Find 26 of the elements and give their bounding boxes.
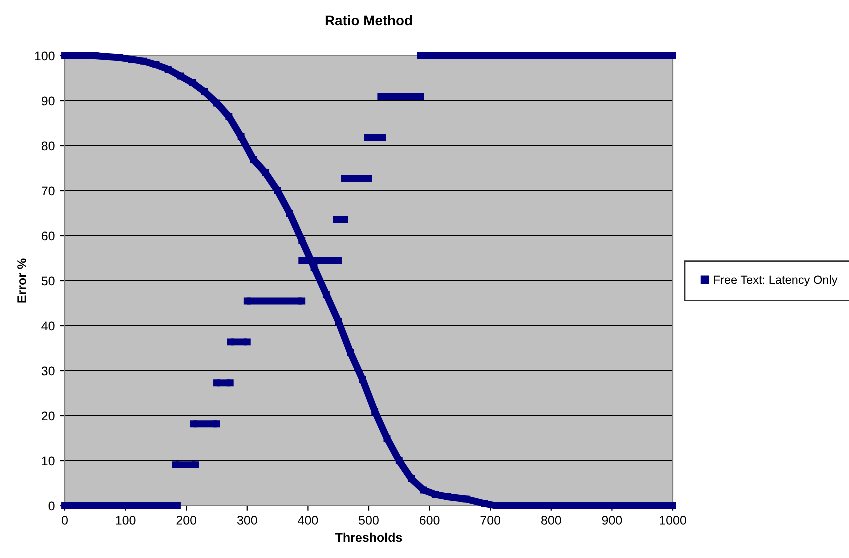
x-tick-label: 500 bbox=[359, 516, 379, 525]
y-tick-label: 30 bbox=[42, 366, 55, 376]
x-tick-label: 1000 bbox=[660, 516, 686, 525]
chart-title: Ratio Method bbox=[326, 15, 412, 26]
y-tick-label: 60 bbox=[42, 232, 55, 241]
x-tick-label: 200 bbox=[176, 516, 197, 525]
y-tick-label: 90 bbox=[42, 96, 55, 106]
y-tick-label: 10 bbox=[42, 456, 55, 466]
y-tick-label: 0 bbox=[48, 502, 55, 511]
x-tick-label: 0 bbox=[62, 516, 68, 525]
y-axis-title: Error % bbox=[18, 258, 26, 303]
x-axis-title: Thresholds bbox=[335, 532, 402, 542]
x-tick-label: 400 bbox=[298, 516, 318, 525]
x-tick-label: 600 bbox=[420, 516, 440, 525]
x-tick-label: 900 bbox=[602, 516, 622, 525]
y-tick-label: 40 bbox=[42, 322, 55, 331]
y-tick-label: 80 bbox=[42, 142, 55, 151]
y-tick-label: 50 bbox=[42, 276, 55, 286]
x-tick-label: 800 bbox=[542, 516, 562, 525]
y-tick-label: 100 bbox=[35, 52, 55, 61]
legend-label: Free Text: Latency Only bbox=[714, 275, 838, 287]
x-tick-label: 700 bbox=[480, 516, 501, 525]
x-tick-label: 300 bbox=[237, 516, 258, 525]
x-tick-label: 100 bbox=[116, 516, 136, 525]
y-tick-label: 20 bbox=[42, 412, 55, 421]
y-tick-label: 70 bbox=[42, 186, 55, 196]
